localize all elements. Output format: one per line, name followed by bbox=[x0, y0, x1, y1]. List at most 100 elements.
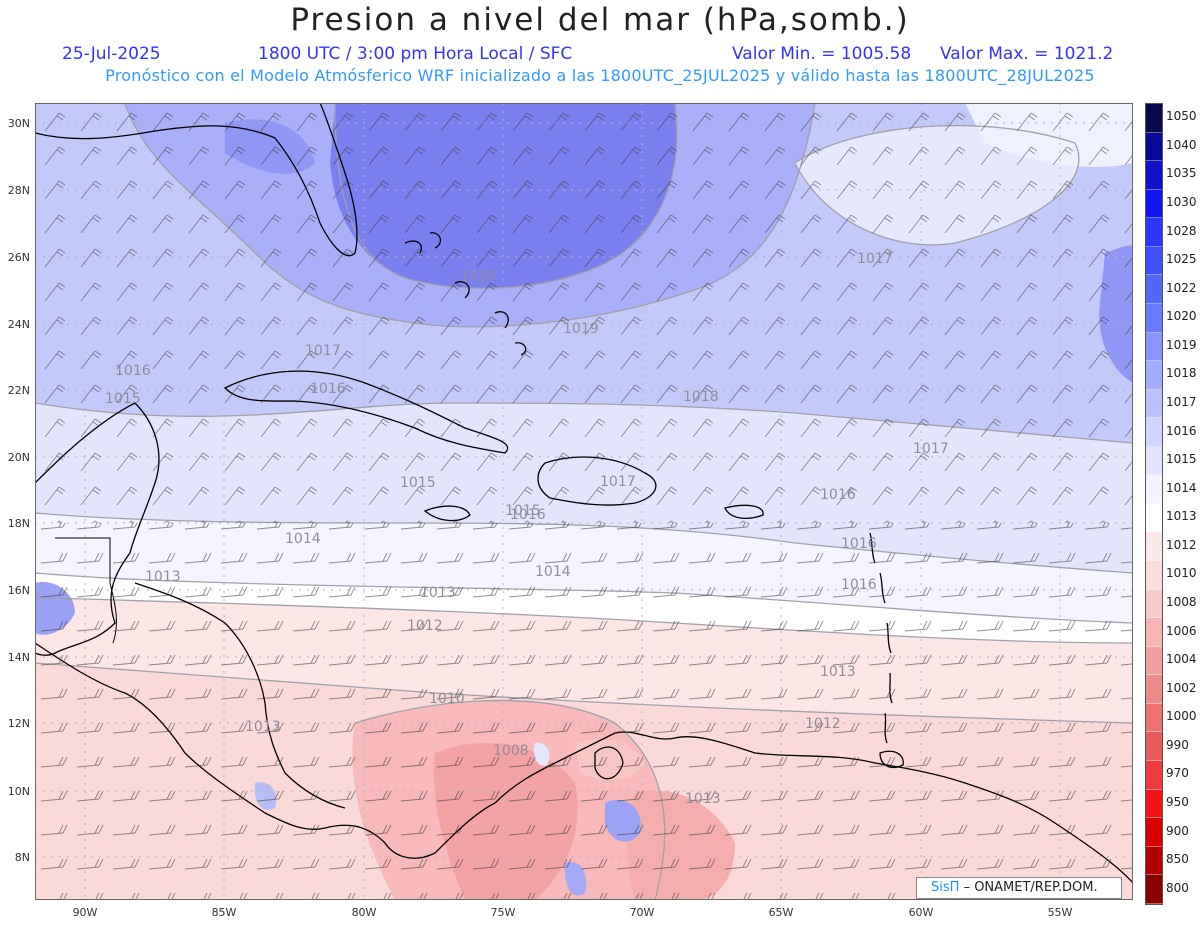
colorbar-cell bbox=[1146, 846, 1162, 876]
lat-label: 30N bbox=[7, 117, 30, 130]
colorbar-label: 800 bbox=[1166, 880, 1189, 895]
colorbar bbox=[1145, 103, 1163, 905]
colorbar-label: 1016 bbox=[1166, 423, 1197, 438]
colorbar-cell bbox=[1146, 703, 1162, 733]
contour-label: 1016 bbox=[820, 487, 856, 503]
wind-barbs-south bbox=[35, 523, 1133, 900]
lat-label: 16N bbox=[7, 584, 30, 597]
lat-label: 8N bbox=[14, 851, 30, 864]
contour-label: 1013 bbox=[685, 791, 721, 807]
colorbar-label: 1004 bbox=[1166, 652, 1197, 667]
contour-label: 1013 bbox=[245, 719, 281, 735]
colorbar-cell bbox=[1146, 132, 1162, 162]
colorbar-label: 850 bbox=[1166, 852, 1189, 867]
lat-label: 24N bbox=[7, 318, 30, 331]
forecast-time: 1800 UTC / 3:00 pm Hora Local / SFC bbox=[258, 44, 573, 64]
colorbar-cell bbox=[1146, 161, 1162, 190]
colorbar-cell bbox=[1146, 561, 1162, 590]
lat-label: 18N bbox=[7, 517, 30, 530]
colorbar-label: 1006 bbox=[1166, 623, 1197, 638]
lon-label: 55W bbox=[1047, 906, 1073, 919]
contour-label: 1015 bbox=[400, 475, 436, 491]
lon-label: 90W bbox=[72, 906, 98, 919]
contour-label: 1010 bbox=[429, 691, 465, 707]
colorbar-cell bbox=[1146, 104, 1162, 133]
contour-label: 1016 bbox=[115, 363, 151, 379]
colorbar-label: 1008 bbox=[1166, 595, 1197, 609]
colorbar-cell bbox=[1146, 503, 1162, 533]
colorbar-cell bbox=[1146, 789, 1162, 819]
lat-label: 20N bbox=[7, 451, 30, 464]
credit-box: SisΠ – ONAMET/REP.DOM. bbox=[916, 877, 1122, 899]
contour-label: 1017 bbox=[857, 251, 893, 267]
colorbar-label: 1013 bbox=[1166, 509, 1197, 524]
pressure-map[interactable]: 1020 1019 1018 1017 1017 1017 1016 1016 … bbox=[35, 103, 1133, 900]
contour-label: 1016 bbox=[841, 536, 877, 552]
contour-label: 1017 bbox=[305, 343, 341, 359]
contour-label: 1013 bbox=[420, 585, 456, 601]
colorbar-cell bbox=[1146, 189, 1162, 219]
contour-label: 1014 bbox=[535, 564, 571, 580]
lat-label: 22N bbox=[7, 384, 30, 397]
lon-label: 75W bbox=[490, 906, 516, 919]
colorbar-label: 1040 bbox=[1166, 137, 1197, 152]
colorbar-cell bbox=[1146, 303, 1162, 333]
contour-label: 1016 bbox=[510, 507, 546, 523]
contour-label: 1019 bbox=[563, 321, 599, 337]
colorbar-label: 1014 bbox=[1166, 480, 1197, 495]
colorbar-label: 1012 bbox=[1166, 537, 1197, 552]
colorbar-label: 1025 bbox=[1166, 252, 1197, 267]
max-value: Valor Max. = 1021.2 bbox=[940, 44, 1114, 64]
colorbar-cell bbox=[1146, 332, 1162, 362]
colorbar-label: 1035 bbox=[1166, 166, 1197, 181]
contour-label: 1017 bbox=[913, 441, 949, 457]
contour-label: 1016 bbox=[310, 381, 346, 397]
colorbar-cell bbox=[1146, 446, 1162, 476]
colorbar-label: 1030 bbox=[1166, 195, 1197, 209]
colorbar-label: 970 bbox=[1166, 766, 1189, 781]
colorbar-cell bbox=[1146, 732, 1162, 761]
contour-label: 1018 bbox=[683, 389, 719, 405]
colorbar-cell bbox=[1146, 246, 1162, 276]
lat-label: 14N bbox=[7, 651, 30, 664]
colorbar-cell bbox=[1146, 675, 1162, 704]
contour-label: 1013 bbox=[145, 569, 181, 585]
colorbar-cell bbox=[1146, 532, 1162, 561]
colorbar-cell bbox=[1146, 589, 1162, 619]
contour-label: 1012 bbox=[407, 618, 443, 634]
contour-label: 1016 bbox=[841, 577, 877, 593]
wind-barbs-north bbox=[35, 103, 1133, 523]
map-frame bbox=[35, 103, 1133, 900]
contour-label: 1012 bbox=[805, 716, 841, 732]
contour-label: 1020 bbox=[460, 269, 496, 285]
lon-label: 65W bbox=[768, 906, 794, 919]
lat-label: 12N bbox=[7, 717, 30, 730]
contour-label: 1015 bbox=[505, 503, 541, 519]
lat-label: 26N bbox=[7, 251, 30, 264]
min-value: Valor Min. = 1005.58 bbox=[732, 44, 912, 64]
colorbar-label: 1000 bbox=[1166, 709, 1197, 724]
lon-label: 60W bbox=[908, 906, 934, 919]
contour-label: 1008 bbox=[493, 743, 529, 759]
colorbar-cell bbox=[1146, 475, 1162, 504]
contour-labels: 1020 1019 1018 1017 1017 1017 1016 1016 … bbox=[105, 251, 949, 807]
colorbar-label: 1015 bbox=[1166, 452, 1197, 467]
colorbar-label: 900 bbox=[1166, 823, 1189, 838]
colorbar-cell bbox=[1146, 418, 1162, 447]
lat-label: 28N bbox=[7, 184, 30, 197]
colorbar-label: 1002 bbox=[1166, 680, 1197, 695]
forecast-date: 25-Jul-2025 bbox=[62, 44, 161, 64]
lon-label: 80W bbox=[351, 906, 377, 919]
lon-label: 85W bbox=[211, 906, 237, 919]
credit-brand: SisΠ bbox=[931, 880, 960, 895]
contour-label: 1015 bbox=[105, 391, 141, 407]
colorbar-label: 1018 bbox=[1166, 366, 1197, 381]
subtitle-row: 25-Jul-2025 1800 UTC / 3:00 pm Hora Loca… bbox=[0, 44, 1200, 66]
colorbar-cell bbox=[1146, 218, 1162, 247]
colorbar-cell bbox=[1146, 618, 1162, 647]
colorbar-label: 1019 bbox=[1166, 337, 1197, 352]
colorbar-label: 1028 bbox=[1166, 223, 1197, 238]
colorbar-label: 1022 bbox=[1166, 280, 1197, 295]
colorbar-label: 950 bbox=[1166, 795, 1189, 809]
colorbar-cell bbox=[1146, 760, 1162, 790]
